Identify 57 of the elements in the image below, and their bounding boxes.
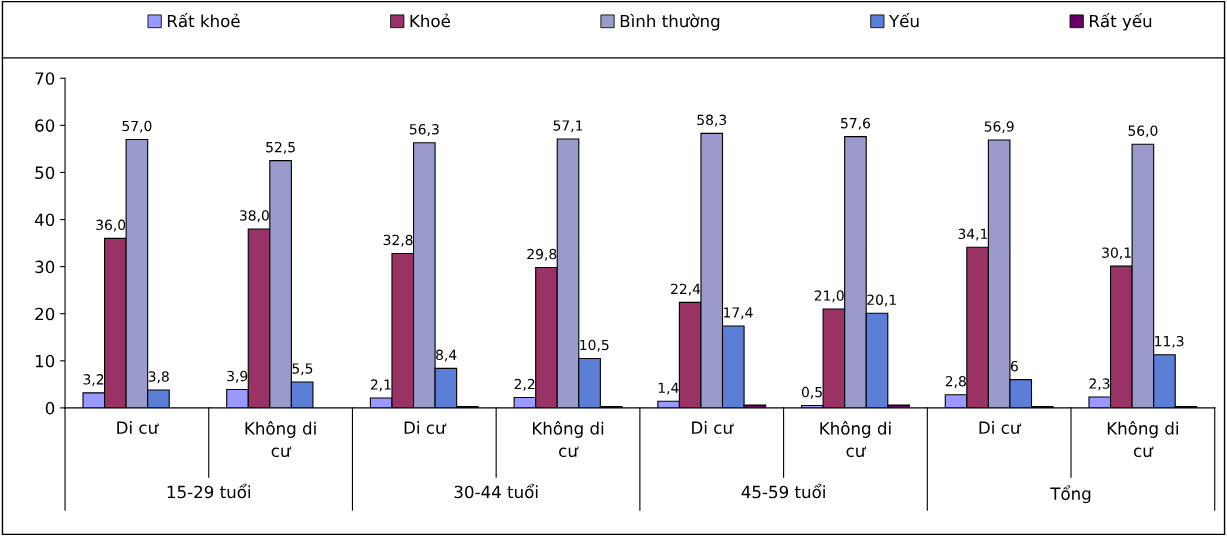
y-tick-label: 40 xyxy=(34,213,55,227)
x-tick-label: Di cư xyxy=(692,421,734,434)
data-label: 56,0 xyxy=(1128,125,1158,138)
y-tick-label: 30 xyxy=(35,260,55,274)
data-label: 36,0 xyxy=(96,219,126,232)
data-label: 56,9 xyxy=(984,121,1014,134)
data-label: 30,1 xyxy=(1102,247,1131,260)
data-label: 2,3 xyxy=(1089,378,1110,391)
x-tick-label: Di cư xyxy=(979,421,1022,434)
x-tick-label: Di cư xyxy=(404,421,447,434)
y-tick-label: 20 xyxy=(35,307,55,321)
data-label: 57,0 xyxy=(122,120,152,133)
data-label: 38,0 xyxy=(239,210,269,223)
data-label: 2,1 xyxy=(370,379,391,392)
data-label: 3,8 xyxy=(148,371,169,384)
text: 30-44 tuổi xyxy=(454,483,538,499)
data-label: 32,8 xyxy=(383,234,413,247)
data-label: 3,2 xyxy=(83,374,104,386)
data-label: 58,3 xyxy=(697,114,727,127)
data-label: 5,5 xyxy=(292,363,313,376)
data-label: 17,4 xyxy=(724,307,753,320)
y-tick-label: 10 xyxy=(35,354,55,368)
data-label: 29,8 xyxy=(527,248,557,261)
data-label: 21,0 xyxy=(814,290,844,303)
data-label: 22,4 xyxy=(671,283,701,296)
data-label: 0,5 xyxy=(801,386,822,399)
data-label: 57,1 xyxy=(553,120,583,133)
data-label: 2,2 xyxy=(514,378,535,391)
x-tick-label: Không di cư xyxy=(245,421,316,458)
data-label: 3,9 xyxy=(227,370,248,383)
data-label: 8,4 xyxy=(436,349,457,362)
y-tick-label: 50 xyxy=(35,166,55,180)
data-label: 52,5 xyxy=(266,141,295,154)
data-label: 1,4 xyxy=(658,382,679,395)
data-label: 56,3 xyxy=(409,124,439,136)
x-tick-label: Không di cư xyxy=(820,421,891,458)
data-label: 2,8 xyxy=(945,375,966,388)
data-label: 34,1 xyxy=(958,228,988,241)
y-tick-label: 0 xyxy=(45,401,55,415)
x-tick-label: Không di cư xyxy=(1107,421,1178,458)
y-tick-label: 60 xyxy=(35,119,55,132)
text: 45-59 tuổi xyxy=(741,483,825,499)
text: Tổng xyxy=(1050,485,1091,504)
y-tick-label: 70 xyxy=(35,72,55,85)
legend-label: Khoẻ xyxy=(410,13,450,28)
data-label: 6 xyxy=(1010,360,1018,372)
x-tick-label: Di cư xyxy=(117,421,159,434)
data-label: 11,3 xyxy=(1155,335,1184,348)
legend-label: Rất khoẻ xyxy=(167,13,240,28)
data-label: 10,5 xyxy=(580,339,609,352)
text: 15-29 tuổi xyxy=(167,483,251,499)
legend-label: Yếu xyxy=(888,13,919,28)
legend-label: Bình thường xyxy=(620,13,720,31)
legend-label: Rất yếu xyxy=(1089,13,1152,31)
data-label: 57,6 xyxy=(841,117,871,130)
x-tick-label: Không di cư xyxy=(532,421,604,458)
data-label: 20,1 xyxy=(867,294,896,307)
